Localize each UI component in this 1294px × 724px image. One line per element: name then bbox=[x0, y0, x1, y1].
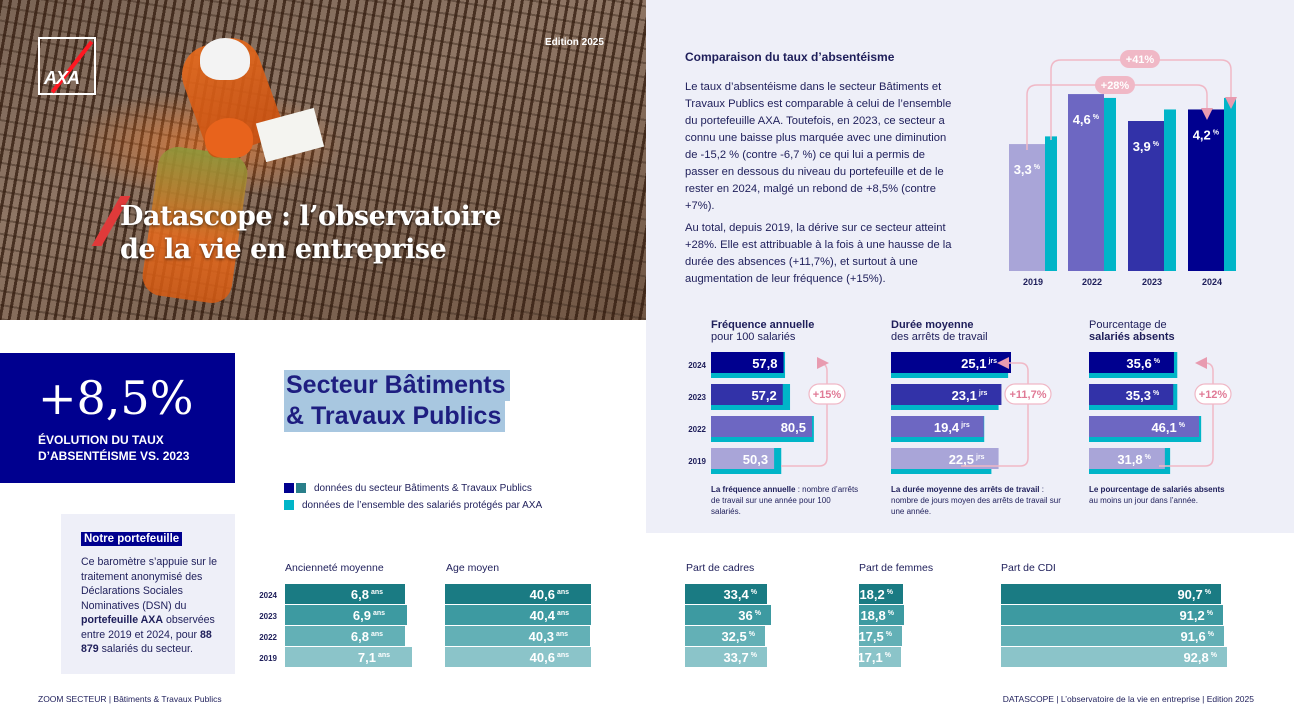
metric-value-cdi-2022: 91,6% bbox=[1180, 629, 1214, 644]
metric-value-executives-2024: 33,4% bbox=[723, 587, 757, 602]
frequency-note: La fréquence annuelle : nombre d’arrêts … bbox=[711, 485, 859, 516]
metric-row-label-2024: 2024 bbox=[259, 591, 277, 600]
metric-value-seniority-2024: 6,8 ans bbox=[351, 587, 383, 602]
metric-bar-cdi-2023 bbox=[1001, 605, 1223, 625]
metric-bar-women-2022 bbox=[859, 626, 902, 646]
hero-title: Datascope : l’observatoire de la vie en … bbox=[120, 201, 501, 265]
metric-bar-executives-2024 bbox=[685, 584, 767, 604]
metric-bar-age-2019 bbox=[445, 647, 591, 667]
sector-title: Secteur Bâtiments & Travaux Publics bbox=[284, 370, 510, 432]
absent-share-note: Le pourcentage de salariés absents au mo… bbox=[1089, 485, 1225, 505]
metric-value-women-2019: 17,1% bbox=[857, 650, 891, 665]
hero-photo-helmet bbox=[200, 38, 250, 80]
metric-bar-cdi-2019 bbox=[1001, 647, 1227, 667]
metric-value-executives-2019: 33,7% bbox=[723, 650, 757, 665]
comparison-paragraph: Au total, depuis 2019, la dérive sur ce … bbox=[685, 222, 952, 285]
metric-bar-seniority-2022 bbox=[285, 626, 405, 646]
metric-bar-executives-2023 bbox=[685, 605, 771, 625]
metric-bar-seniority-2019 bbox=[285, 647, 412, 667]
kpi-label: ÉVOLUTION DU TAUX D’ABSENTÉISME VS. 2023 bbox=[38, 433, 190, 463]
metric-bar-cdi-2024 bbox=[1001, 584, 1221, 604]
metric-value-age-2023: 40,4 ans bbox=[530, 608, 569, 623]
metric-row-label-2023: 2023 bbox=[259, 612, 277, 621]
metric-row-label-2022: 2022 bbox=[259, 633, 277, 642]
metric-bar-age-2022 bbox=[445, 626, 590, 646]
legend-item-sector: données du secteur Bâtiments & Travaux P… bbox=[284, 482, 542, 494]
portfolio-text: Ce baromètre s’appuie sur le traitement … bbox=[81, 556, 218, 655]
seniority-title: Ancienneté moyenne bbox=[285, 562, 384, 574]
metric-value-women-2023: 18,8% bbox=[860, 608, 894, 623]
metric-bar-women-2024 bbox=[859, 584, 903, 604]
metric-bar-cdi-2022 bbox=[1001, 626, 1224, 646]
metric-value-age-2019: 40,6 ans bbox=[530, 650, 569, 665]
women-title: Part de femmes bbox=[859, 562, 934, 574]
metric-bar-age-2023 bbox=[445, 605, 591, 625]
metric-bar-seniority-2023 bbox=[285, 605, 407, 625]
metric-value-seniority-2023: 6,9 ans bbox=[353, 608, 385, 623]
metric-value-seniority-2019: 7,1 ans bbox=[358, 650, 390, 665]
edition-label: Edition 2025 bbox=[545, 37, 604, 48]
metric-bar-executives-2022 bbox=[685, 626, 765, 646]
metric-value-age-2024: 40,6 ans bbox=[530, 587, 569, 602]
legend-item-all: données de l’ensemble des salariés proté… bbox=[284, 499, 542, 511]
hero-banner: AXA Edition 2025 Datascope : l’observato… bbox=[0, 0, 646, 320]
duration-note: La durée moyenne des arrêts de travail :… bbox=[891, 485, 1061, 516]
metric-value-women-2022: 17,5% bbox=[858, 629, 892, 644]
kpi-box: +8,5% ÉVOLUTION DU TAUX D’ABSENTÉISME VS… bbox=[0, 353, 235, 483]
metric-bar-age-2024 bbox=[445, 584, 591, 604]
footer-left: ZOOM SECTEUR | Bâtiments & Travaux Publi… bbox=[38, 694, 222, 704]
executives-title: Part de cadres bbox=[686, 562, 755, 574]
age-title: Age moyen bbox=[446, 562, 500, 574]
duration-title: Durée moyenne des arrêts de travail bbox=[891, 319, 988, 343]
metric-bar-seniority-2024 bbox=[285, 584, 405, 604]
metric-value-executives-2023: 36% bbox=[738, 608, 761, 623]
metric-bar-women-2019 bbox=[859, 647, 901, 667]
hero-photo-helmet bbox=[205, 118, 253, 158]
metric-value-women-2024: 18,2% bbox=[859, 587, 893, 602]
metric-value-executives-2022: 32,5% bbox=[721, 629, 755, 644]
metric-value-seniority-2022: 6,8 ans bbox=[351, 629, 383, 644]
kpi-value: +8,5% bbox=[38, 371, 194, 425]
metric-row-label-2019: 2019 bbox=[259, 654, 277, 663]
metric-bar-women-2023 bbox=[859, 605, 904, 625]
metric-value-cdi-2019: 92,8% bbox=[1183, 650, 1217, 665]
portfolio-box: Notre portefeuille Ce baromètre s’appuie… bbox=[61, 514, 235, 674]
comparison-title: Comparaison du taux d’absentéisme bbox=[685, 50, 895, 64]
metric-bar-executives-2019 bbox=[685, 647, 767, 667]
portfolio-title: Notre portefeuille bbox=[81, 532, 183, 546]
absent-share-title: Pourcentage de salariés absents bbox=[1089, 319, 1175, 343]
metric-value-cdi-2023: 91,2% bbox=[1179, 608, 1213, 623]
legend: données du secteur Bâtiments & Travaux P… bbox=[284, 482, 542, 516]
footer-right: DATASCOPE | L’observatoire de la vie en … bbox=[1002, 694, 1254, 704]
metric-value-cdi-2024: 90,7% bbox=[1177, 587, 1211, 602]
comparison-paragraph: Le taux d’absentéisme dans le secteur Bâ… bbox=[685, 81, 952, 212]
comparison-text: Le taux d’absentéisme dans le secteur Bâ… bbox=[685, 79, 960, 293]
cdi-title: Part de CDI bbox=[1001, 562, 1056, 574]
axa-logo: AXA bbox=[38, 37, 96, 95]
frequency-title: Fréquence annuelle pour 100 salariés bbox=[711, 319, 815, 343]
metric-value-age-2022: 40,3 ans bbox=[529, 629, 568, 644]
